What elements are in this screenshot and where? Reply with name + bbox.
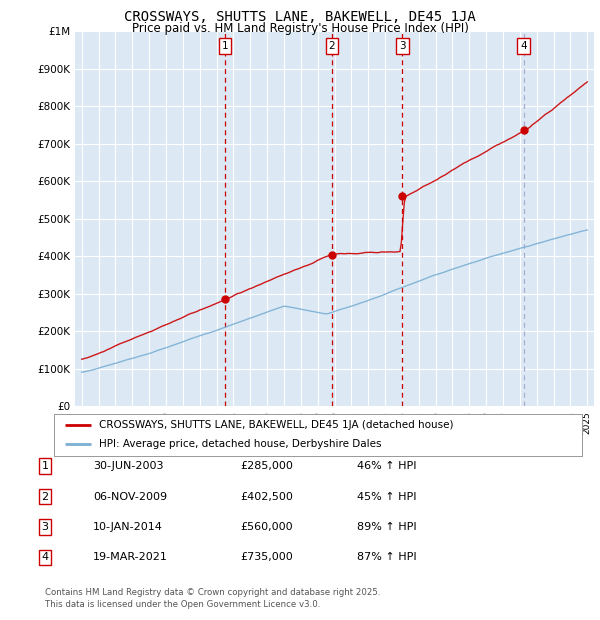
Text: 3: 3	[399, 41, 406, 51]
Text: £735,000: £735,000	[240, 552, 293, 562]
Text: 3: 3	[41, 522, 49, 532]
Text: £402,500: £402,500	[240, 492, 293, 502]
Text: £285,000: £285,000	[240, 461, 293, 471]
Text: 1: 1	[41, 461, 49, 471]
Text: 30-JUN-2003: 30-JUN-2003	[93, 461, 163, 471]
Text: 46% ↑ HPI: 46% ↑ HPI	[357, 461, 416, 471]
Text: 06-NOV-2009: 06-NOV-2009	[93, 492, 167, 502]
Text: 19-MAR-2021: 19-MAR-2021	[93, 552, 168, 562]
Text: 4: 4	[520, 41, 527, 51]
Text: 87% ↑ HPI: 87% ↑ HPI	[357, 552, 416, 562]
Text: 1: 1	[221, 41, 228, 51]
Text: HPI: Average price, detached house, Derbyshire Dales: HPI: Average price, detached house, Derb…	[99, 440, 382, 450]
Text: 45% ↑ HPI: 45% ↑ HPI	[357, 492, 416, 502]
Text: £560,000: £560,000	[240, 522, 293, 532]
Text: 2: 2	[328, 41, 335, 51]
Text: 2: 2	[41, 492, 49, 502]
Text: CROSSWAYS, SHUTTS LANE, BAKEWELL, DE45 1JA (detached house): CROSSWAYS, SHUTTS LANE, BAKEWELL, DE45 1…	[99, 420, 454, 430]
Text: 4: 4	[41, 552, 49, 562]
Text: 89% ↑ HPI: 89% ↑ HPI	[357, 522, 416, 532]
Text: CROSSWAYS, SHUTTS LANE, BAKEWELL, DE45 1JA: CROSSWAYS, SHUTTS LANE, BAKEWELL, DE45 1…	[124, 10, 476, 24]
Text: Price paid vs. HM Land Registry's House Price Index (HPI): Price paid vs. HM Land Registry's House …	[131, 22, 469, 35]
Text: Contains HM Land Registry data © Crown copyright and database right 2025.
This d: Contains HM Land Registry data © Crown c…	[45, 588, 380, 609]
Text: 10-JAN-2014: 10-JAN-2014	[93, 522, 163, 532]
